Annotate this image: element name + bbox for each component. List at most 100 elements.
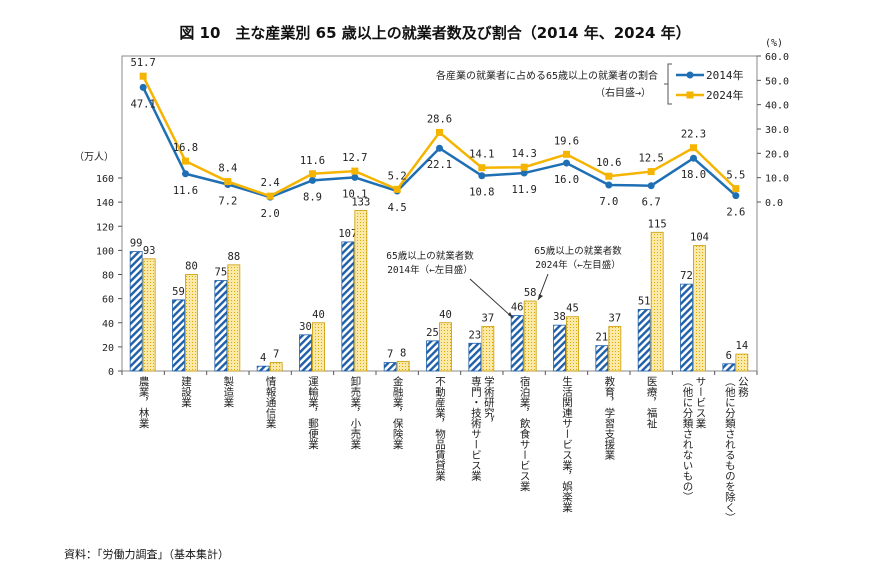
line-marker-2014 [182, 170, 189, 178]
bar-2014年 [129, 251, 143, 372]
line-value-label: 18.0 [681, 169, 706, 181]
line-value-label: 8.4 [218, 163, 237, 175]
bar-2024年 [396, 360, 410, 372]
bar-2024年 [142, 258, 156, 372]
line-value-label: 6.7 [642, 197, 661, 209]
line-value-label: 2.6 [726, 207, 745, 219]
category-label: 農業，林業 [137, 376, 150, 429]
left-tick-label: 80 [102, 271, 114, 282]
bar-2014年 [468, 342, 482, 372]
bar-2014年 [341, 241, 355, 372]
bar-value-label: 38 [553, 311, 566, 323]
bar-value-label: 8 [400, 347, 406, 359]
left-tick-label: 60 [102, 295, 114, 306]
line-value-label: 2.4 [261, 177, 280, 189]
bar-value-label: 37 [482, 312, 495, 324]
legend-label: 2014年 [706, 68, 744, 82]
line-marker-2014 [478, 172, 486, 180]
bar-value-label: 14 [736, 340, 749, 352]
bar-2014年 [553, 324, 566, 372]
category-label: サービス業 （他に分類されないもの） [681, 376, 707, 502]
bar-2014年 [510, 315, 524, 372]
line-marker-2024 [605, 172, 613, 180]
line-value-label: 11.9 [512, 184, 537, 196]
line-value-label: 11.6 [300, 155, 325, 167]
line-marker-2014 [309, 176, 316, 184]
bar-annotation: 65歳以上の就業者数 [534, 245, 622, 257]
category-label: 製造業 [222, 376, 235, 408]
line-value-label: 12.5 [639, 153, 664, 165]
bar-value-label: 59 [172, 286, 185, 298]
bar-value-label: 21 [596, 332, 609, 344]
line-value-label: 10.1 [342, 188, 367, 200]
line-2014年 [142, 86, 737, 199]
line-value-label: 51.7 [131, 57, 156, 69]
category-label: 建設業 [180, 376, 192, 408]
right-tick-label: 30.0 [765, 125, 789, 136]
line-value-label: 28.6 [427, 113, 452, 125]
category-label: 不動産業，物品賃貸業 [434, 376, 446, 481]
left-tick-label: 0 [108, 367, 114, 378]
line-marker-2024 [520, 163, 528, 171]
bar-value-label: 25 [426, 327, 439, 339]
line-value-label: 8.9 [303, 191, 322, 203]
line-legend-title: 各産業の就業者に占める65歳以上の就業者の割合 [436, 69, 658, 82]
category-label: 運輸業，郵便業 [307, 376, 319, 450]
line-marker-2024 [690, 144, 697, 152]
line-value-label: 19.6 [554, 135, 579, 147]
line-marker-2024 [351, 167, 359, 175]
legend-bracket [664, 63, 672, 105]
category-label: 情報通信業 [264, 376, 277, 429]
line-value-label: 2.0 [261, 208, 280, 220]
bar-value-label: 51 [638, 295, 651, 307]
line-value-label: 22.3 [681, 129, 706, 141]
bar-value-label: 88 [228, 251, 241, 263]
line-value-label: 7.0 [599, 196, 618, 208]
line-marker-2024 [266, 192, 274, 200]
bar-value-label: 133 [351, 197, 370, 209]
bar-value-label: 45 [566, 303, 579, 315]
line-marker-2014 [351, 173, 359, 181]
arrow-head [508, 312, 513, 318]
bar-value-label: 72 [680, 270, 693, 282]
bar-value-label: 6 [726, 350, 732, 362]
bar-value-label: 23 [469, 329, 482, 341]
bar-value-label: 93 [143, 245, 156, 257]
left-tick-label: 20 [102, 343, 114, 354]
bar-2024年 [227, 264, 241, 372]
category-label: 学術研究， 専門・技術サービス業 [469, 376, 495, 481]
category-label: 金融業，保険業 [391, 376, 404, 450]
left-tick-label: 100 [96, 246, 114, 257]
bar-2024年 [312, 322, 325, 372]
line-marker-2024 [563, 150, 570, 158]
line-value-label: 14.1 [469, 149, 494, 161]
line-marker-2024 [182, 157, 189, 165]
bar-value-label: 58 [524, 287, 537, 299]
bar-2014年 [256, 365, 270, 372]
line-value-label: 11.6 [173, 185, 198, 197]
legend-label: 2024年 [706, 88, 744, 102]
right-tick-label: 10.0 [765, 174, 789, 185]
line-marker-2024 [732, 185, 740, 193]
line-value-label: 22.1 [427, 159, 452, 171]
line-marker-2014 [647, 182, 655, 190]
bar-2014年 [426, 340, 439, 372]
line-value-label: 7.2 [218, 195, 237, 207]
bar-2024年 [693, 245, 706, 372]
bar-value-label: 107 [338, 228, 357, 240]
bar-value-label: 104 [690, 232, 709, 244]
bar-value-label: 37 [609, 312, 622, 324]
bar-value-label: 99 [130, 238, 143, 250]
line-marker-2024 [309, 170, 316, 178]
right-tick-label: 50.0 [765, 76, 789, 87]
category-label: 教育，学習支援業 [603, 376, 616, 460]
line-marker-2024 [139, 72, 147, 80]
bar-annotation: 65歳以上の就業者数 [386, 250, 474, 262]
legend-marker [686, 91, 694, 99]
category-label: 宿泊業，飲食サービス業 [518, 376, 531, 492]
line-marker-2014 [690, 154, 697, 162]
bar-2024年 [650, 231, 664, 372]
line-marker-2014 [605, 181, 613, 189]
line-value-label: 5.5 [726, 170, 745, 182]
